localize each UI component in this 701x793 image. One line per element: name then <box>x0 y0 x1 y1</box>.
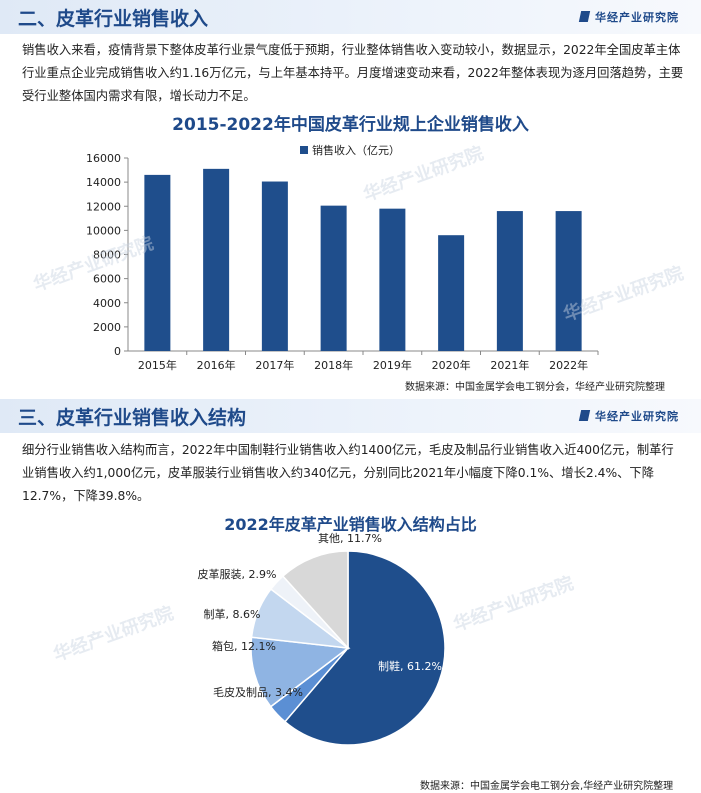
section-paragraph: 销售收入来看，疫情背景下整体皮革行业景气度低于预期，行业整体销售收入变动较小，数… <box>22 43 684 103</box>
x-tick-label: 2016年 <box>197 358 236 372</box>
y-tick-label: 14000 <box>86 176 121 189</box>
x-tick-label: 2022年 <box>549 358 588 372</box>
section-header-revenue: 二、皮革行业销售收入 华经产业研究院 <box>0 0 701 34</box>
brand-label: 华经产业研究院 <box>578 9 679 25</box>
pie-slice-label: 箱包, 12.1% <box>212 639 276 653</box>
y-tick-label: 12000 <box>86 200 121 213</box>
pie-slice-label: 其他, 11.7% <box>318 532 382 545</box>
y-tick-label: 2000 <box>93 321 121 334</box>
brand-logo-icon <box>578 11 591 22</box>
pie-slice-label: 皮革服装, 2.9% <box>198 567 277 581</box>
bar <box>320 205 347 351</box>
pie-slice <box>281 550 349 650</box>
pie-slice <box>283 550 446 746</box>
bar <box>261 181 288 351</box>
section-paragraph: 细分行业销售收入结构而言，2022年中国制鞋行业销售收入约1400亿元，毛皮及制… <box>22 443 674 503</box>
bar <box>438 235 465 351</box>
bar-chart-source: 数据来源：中国金属学会电工钢分会，华经产业研究院整理 <box>405 382 665 393</box>
section-title: 三、皮革行业销售收入结构 <box>18 407 247 429</box>
pie-slice-label: 制革, 8.6% <box>204 607 261 621</box>
bar <box>203 168 230 351</box>
x-tick-label: 2015年 <box>138 358 177 372</box>
pie-chart: 制鞋, 61.2% 毛皮及制品, 3.4% 箱包, 12.1% 制革, 8.6% 皮革服… <box>198 532 446 746</box>
y-tick-label: 8000 <box>93 249 121 262</box>
y-tick-label: 10000 <box>86 224 121 237</box>
pie-slice-label: 制鞋, 61.2% <box>378 659 442 673</box>
section-header-structure: 三、皮革行业销售收入结构 华经产业研究院 <box>0 399 701 433</box>
pie-slice-label: 毛皮及制品, 3.4% <box>213 686 303 699</box>
y-tick-label: 6000 <box>93 273 121 286</box>
brand-name: 华经产业研究院 <box>595 410 679 423</box>
brand-name: 华经产业研究院 <box>595 11 679 24</box>
x-tick-label: 2019年 <box>373 358 412 372</box>
bar-chart-title: 2015-2022年中国皮革行业规上企业销售收入 <box>172 115 529 135</box>
bar <box>144 174 171 351</box>
y-tick-label: 0 <box>114 345 121 358</box>
bar <box>379 208 406 351</box>
bar-chart: 0 2000 4000 6000 8000 10000 12000 14000 16000 201… <box>86 143 599 372</box>
legend-swatch <box>300 146 308 154</box>
pie-chart-title: 2022年皮革产业销售收入结构占比 <box>224 515 477 534</box>
bar <box>555 211 582 351</box>
x-tick-label: 2018年 <box>314 358 353 372</box>
pie-chart-source: 数据来源：中国金属学会电工钢分会,华经产业研究院整理 <box>420 781 674 792</box>
pie-slice <box>250 636 350 708</box>
x-tick-label: 2020年 <box>432 358 471 372</box>
x-tick-label: 2017年 <box>255 358 294 372</box>
bar <box>496 211 523 351</box>
x-tick-label: 2021年 <box>490 358 529 372</box>
y-tick-label: 16000 <box>86 152 121 165</box>
section-title: 二、皮革行业销售收入 <box>18 8 209 30</box>
brand-logo-icon <box>578 410 591 421</box>
y-tick-label: 4000 <box>93 297 121 310</box>
brand-label: 华经产业研究院 <box>578 408 679 424</box>
legend-label: 销售收入（亿元） <box>312 143 400 157</box>
